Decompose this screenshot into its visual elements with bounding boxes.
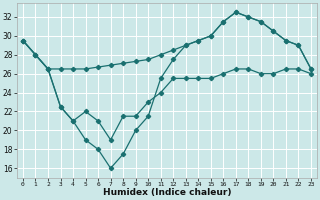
X-axis label: Humidex (Indice chaleur): Humidex (Indice chaleur) — [103, 188, 231, 197]
